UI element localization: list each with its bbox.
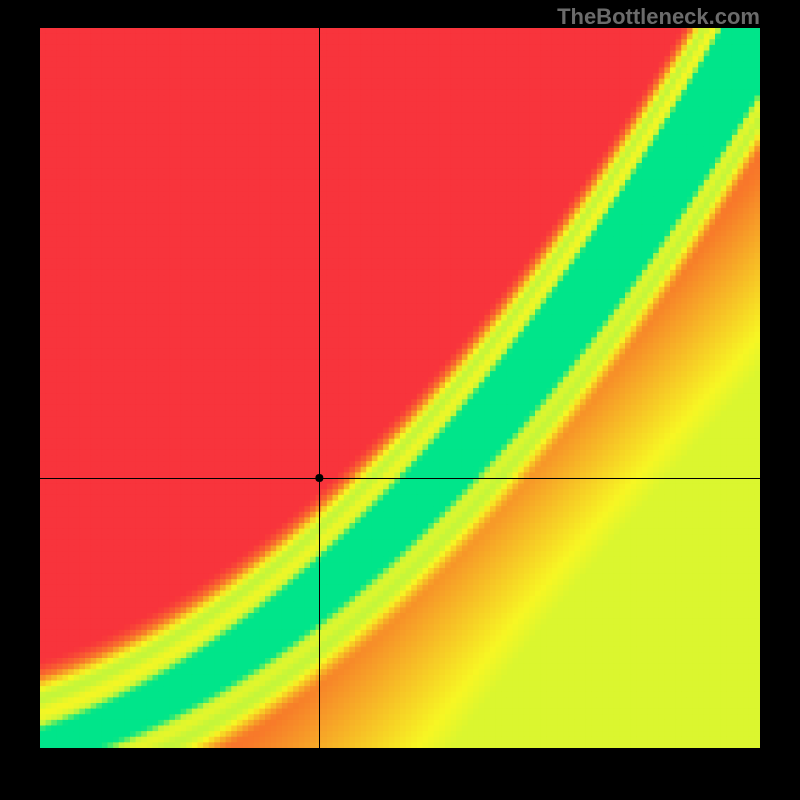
bottleneck-heatmap [40,28,760,748]
watermark-text: TheBottleneck.com [557,4,760,30]
chart-root: TheBottleneck.com [0,0,800,800]
